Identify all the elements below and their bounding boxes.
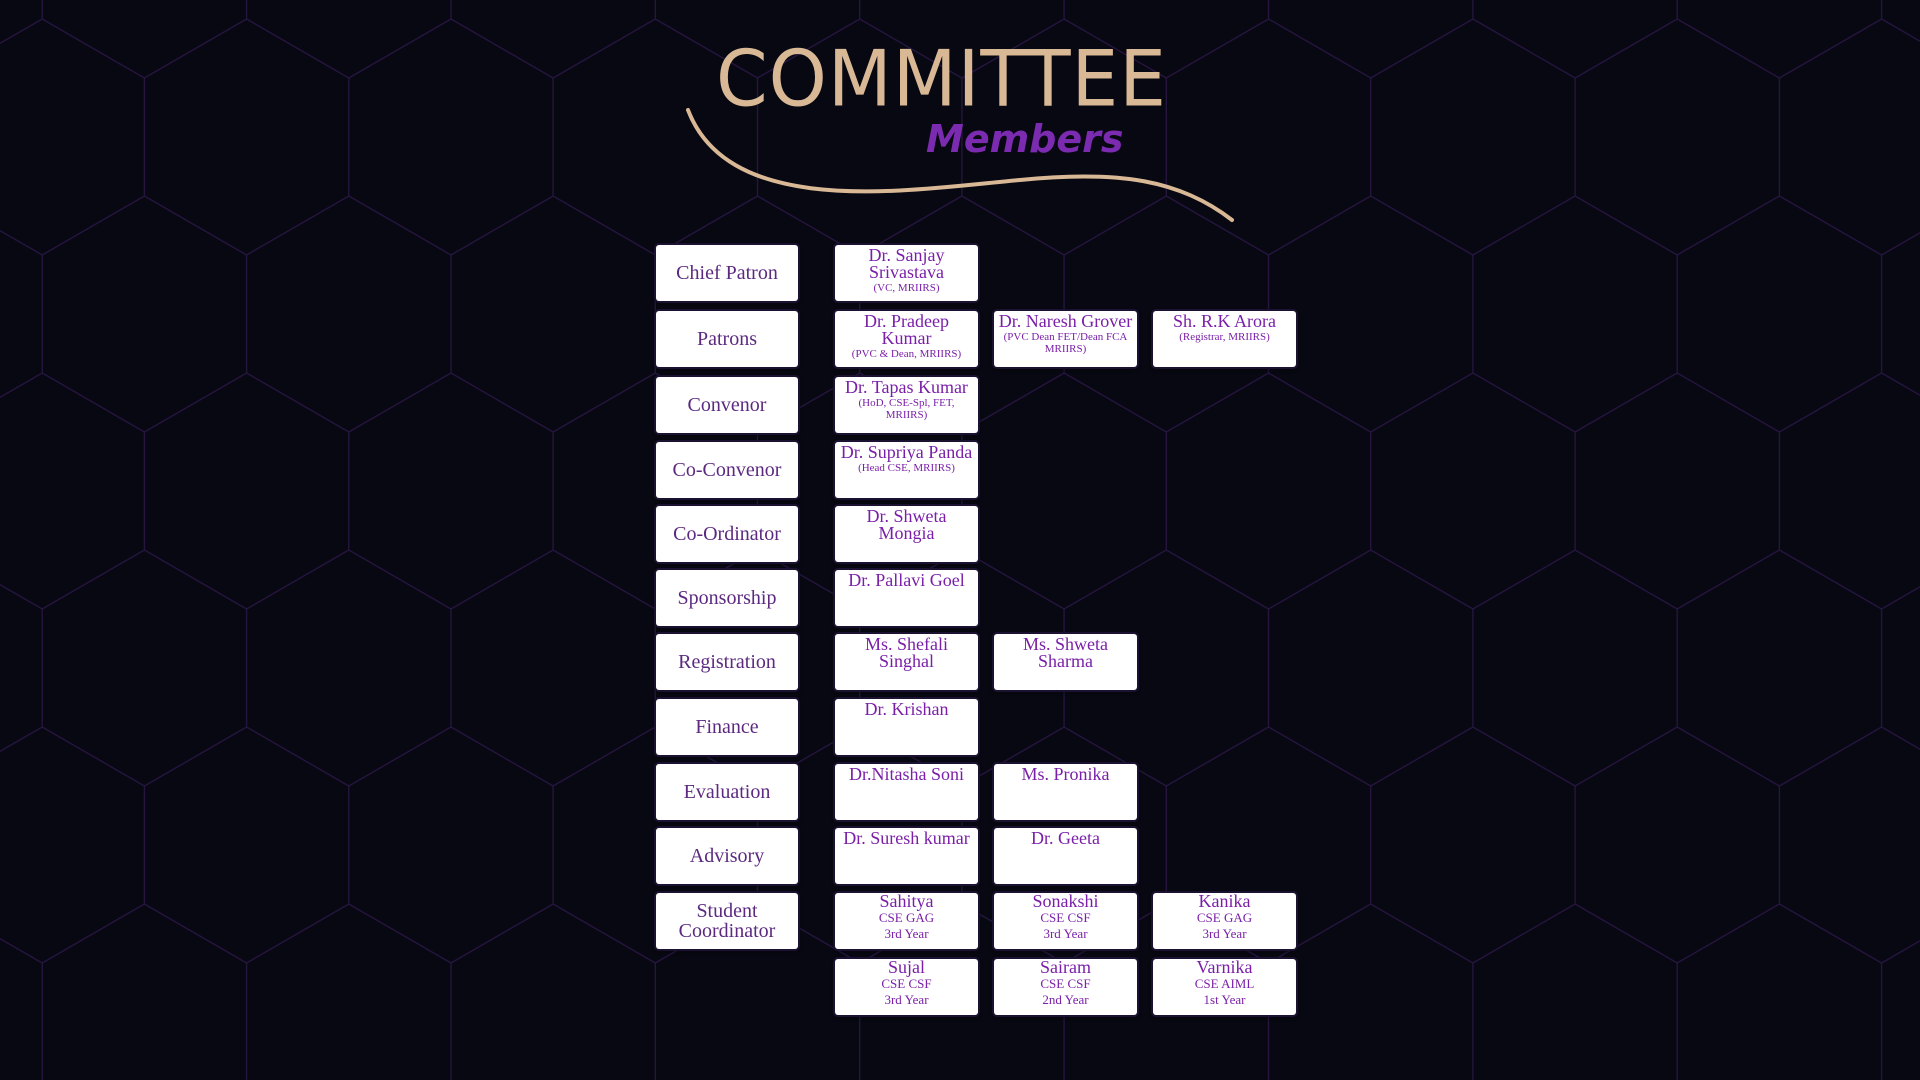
role-label-text: Finance xyxy=(695,716,759,738)
member-card: Dr. Krishan xyxy=(835,699,978,755)
gold-swoosh-decoration xyxy=(686,108,1234,222)
role-label-text: Patrons xyxy=(697,328,757,350)
member-designation: (Registrar, MRIIRS) xyxy=(1179,331,1270,343)
member-card: Kanika CSE GAG 3rd Year xyxy=(1153,893,1296,949)
member-branch: CSE GAG xyxy=(878,910,935,925)
member-card: Dr. Shweta Mongia xyxy=(835,506,978,562)
member-card: Dr. Geeta xyxy=(994,828,1137,884)
member-card: Sujal CSE CSF 3rd Year xyxy=(835,959,978,1015)
member-name: Dr. Pradeep Kumar xyxy=(864,311,949,348)
member-year: 3rd Year xyxy=(1202,926,1247,941)
member-designation: (HoD, CSE-Spl, FET, MRIIRS) xyxy=(858,397,955,421)
member-card: Dr. Sanjay Srivastava (VC, MRIIRS) xyxy=(835,245,978,301)
member-name: Ms. Shefali Singhal xyxy=(865,634,948,671)
member-name: Ms. Pronika xyxy=(1021,764,1110,784)
member-name: Sahitya xyxy=(879,893,934,911)
member-name: Sh. R.K Arora xyxy=(1173,311,1276,331)
member-designation: (VC, MRIIRS) xyxy=(873,282,940,294)
role-label: Sponsorship xyxy=(656,570,798,626)
member-name: Dr. Tapas Kumar xyxy=(845,377,968,397)
title-block: COMMITTEE Members xyxy=(660,30,1260,230)
role-label: Patrons xyxy=(656,311,798,367)
member-name: Sairam xyxy=(1040,959,1091,977)
member-name: Dr. Naresh Grover xyxy=(998,311,1133,331)
member-name: Dr. Krishan xyxy=(864,699,949,719)
member-card: Dr. Naresh Grover (PVC Dean FET/Dean FCA … xyxy=(994,311,1137,367)
member-card: Varnika CSE AIML 1st Year xyxy=(1153,959,1296,1015)
member-card: Dr.Nitasha Soni xyxy=(835,764,978,820)
member-name: Sonakshi xyxy=(1032,893,1099,911)
member-card: Ms. Shefali Singhal xyxy=(835,634,978,690)
member-branch: CSE AIML xyxy=(1194,976,1255,991)
member-year: 3rd Year xyxy=(1043,926,1088,941)
member-year: 1st Year xyxy=(1203,992,1246,1007)
member-card: Sh. R.K Arora (Registrar, MRIIRS) xyxy=(1153,311,1296,367)
member-name: Dr. Pallavi Goel xyxy=(848,570,965,590)
member-name: Ms. Shweta Sharma xyxy=(1023,634,1108,671)
member-branch: CSE CSF xyxy=(881,976,932,991)
role-label-text: Co-Ordinator xyxy=(673,523,781,545)
page-title: COMMITTEE xyxy=(716,33,1168,125)
member-designation: (Head CSE, MRIIRS) xyxy=(858,462,955,474)
role-label-text: Registration xyxy=(678,651,776,673)
member-card: Ms. Shweta Sharma xyxy=(994,634,1137,690)
role-label: Convenor xyxy=(656,377,798,433)
role-label-text: Co-Convenor xyxy=(672,459,782,481)
member-designation: (PVC & Dean, MRIIRS) xyxy=(851,348,962,360)
role-label: Co-Ordinator xyxy=(656,506,798,562)
role-label: Advisory xyxy=(656,828,798,884)
role-label: Registration xyxy=(656,634,798,690)
role-label: Finance xyxy=(656,699,798,755)
member-card: Dr. Pradeep Kumar (PVC & Dean, MRIIRS) xyxy=(835,311,978,367)
member-branch: CSE CSF xyxy=(1040,910,1091,925)
member-card: Sonakshi CSE CSF 3rd Year xyxy=(994,893,1137,949)
member-name: Dr. Suresh kumar xyxy=(843,828,970,848)
role-label-text: Evaluation xyxy=(683,781,771,803)
member-card: Dr. Pallavi Goel xyxy=(835,570,978,626)
role-label-text: Advisory xyxy=(689,845,765,867)
member-card: Dr. Supriya Panda (Head CSE, MRIIRS) xyxy=(835,442,978,498)
member-name: Varnika xyxy=(1196,959,1253,977)
member-name: Dr. Shweta Mongia xyxy=(866,506,947,543)
member-designation: (PVC Dean FET/Dean FCA MRIIRS) xyxy=(1003,331,1128,355)
role-label: Chief Patron xyxy=(656,245,798,301)
member-card: Ms. Pronika xyxy=(994,764,1137,820)
role-label-text: Convenor xyxy=(687,394,767,416)
member-year: 3rd Year xyxy=(884,992,929,1007)
member-name: Dr. Geeta xyxy=(1031,828,1100,848)
member-branch: CSE CSF xyxy=(1040,976,1091,991)
member-name: Dr. Sanjay Srivastava xyxy=(868,245,945,282)
member-name: Dr.Nitasha Soni xyxy=(849,764,964,784)
member-card: Sahitya CSE GAG 3rd Year xyxy=(835,893,978,949)
member-name: Dr. Supriya Panda xyxy=(840,442,973,462)
role-label-text: Chief Patron xyxy=(676,262,778,284)
role-label-text: Sponsorship xyxy=(677,587,777,609)
page-subtitle: Members xyxy=(926,117,1124,161)
role-label: Co-Convenor xyxy=(656,442,798,498)
member-card: Sairam CSE CSF 2nd Year xyxy=(994,959,1137,1015)
member-name: Sujal xyxy=(887,959,925,977)
member-year: 3rd Year xyxy=(884,926,929,941)
role-label: Evaluation xyxy=(656,764,798,820)
role-label-text: Student Coordinator xyxy=(678,900,776,942)
role-label: Student Coordinator xyxy=(656,893,798,949)
member-name: Kanika xyxy=(1198,893,1251,911)
member-year: 2nd Year xyxy=(1042,992,1089,1007)
member-card: Dr. Tapas Kumar (HoD, CSE-Spl, FET, MRIIR… xyxy=(835,377,978,433)
member-branch: CSE GAG xyxy=(1196,910,1253,925)
member-card: Dr. Suresh kumar xyxy=(835,828,978,884)
